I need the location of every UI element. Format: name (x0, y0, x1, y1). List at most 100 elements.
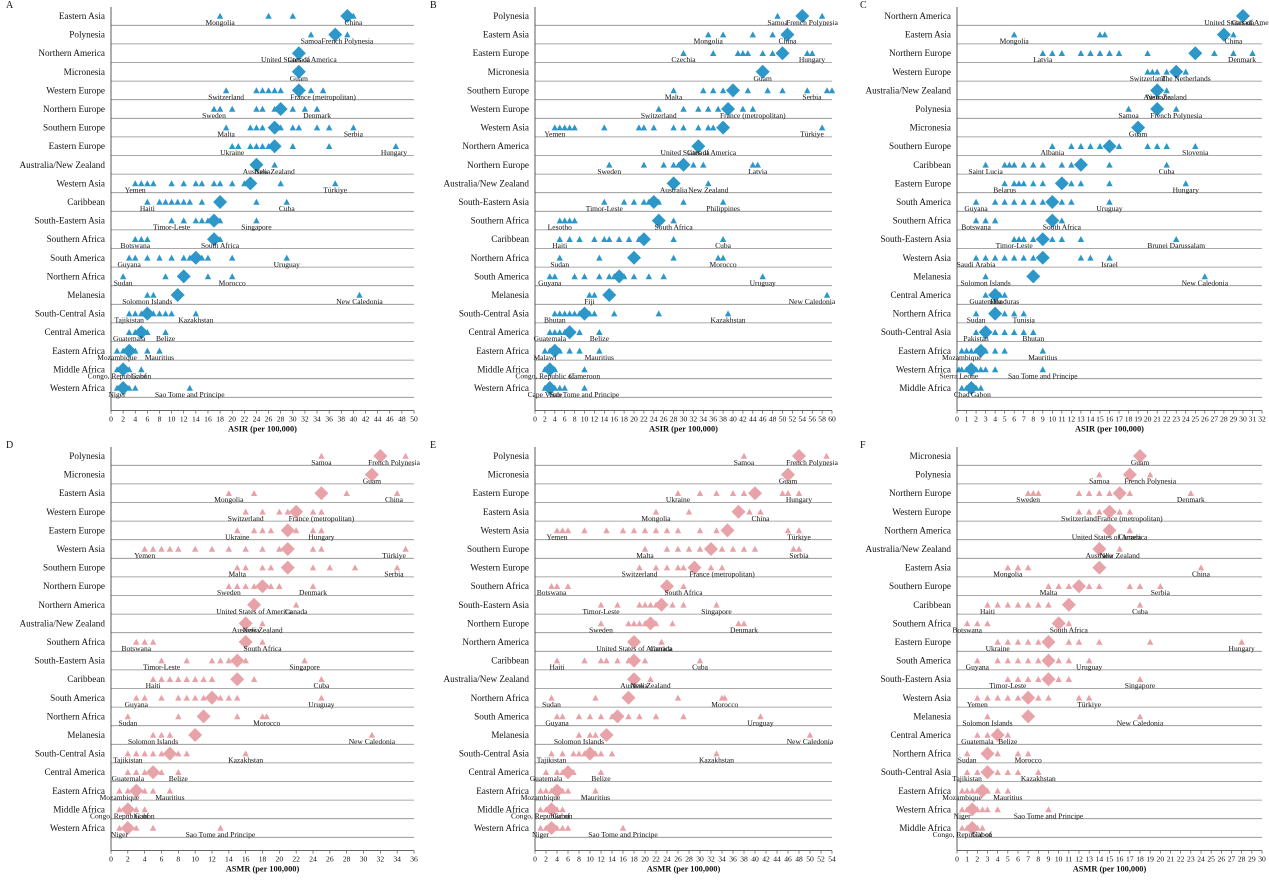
country-point (210, 180, 218, 187)
country-label-max: Belize (591, 774, 611, 783)
country-point (1020, 198, 1027, 205)
country-point (640, 161, 648, 168)
country-point (561, 124, 568, 131)
country-point (734, 50, 742, 56)
country-point (984, 806, 991, 813)
x-tick-label: 48 (769, 415, 777, 424)
country-point (1077, 180, 1085, 187)
country-point (571, 310, 578, 317)
country-label-max: Sao Tome and Principe (155, 390, 225, 399)
country-point (769, 50, 776, 56)
country-point (559, 750, 566, 757)
country-label-max: Belize (590, 334, 610, 343)
country-label-min: Australia (1086, 551, 1114, 560)
x-tick-label: 0 (109, 855, 113, 864)
country-label-min: Haiti (146, 681, 161, 690)
region-mean-diamond (1041, 653, 1056, 668)
country-point (991, 254, 999, 261)
country-point (292, 527, 300, 534)
country-label-min: Chad (954, 390, 970, 399)
country-label-min: Sudan (118, 718, 137, 727)
country-point (1039, 347, 1046, 354)
country-label-min: Guyana (545, 718, 569, 727)
country-point (690, 161, 697, 168)
country-point (636, 601, 643, 608)
region-mean-diamond (660, 579, 674, 594)
country-point (250, 583, 258, 589)
x-tick-label: 52 (789, 415, 797, 424)
country-label-max: Hungary (308, 532, 334, 541)
country-point (1010, 31, 1018, 38)
x-tick-label: 14 (601, 415, 609, 424)
region-mean-diamond (364, 467, 379, 482)
country-point (309, 583, 317, 589)
region-mean-diamond (1035, 232, 1050, 247)
country-label-max: Sao Tome and Principe (186, 830, 256, 839)
x-tick-label: 6 (1012, 415, 1016, 424)
country-point (994, 657, 1001, 664)
x-tick-label: 22 (1177, 855, 1185, 864)
country-point (1125, 105, 1132, 112)
country-point (556, 254, 563, 261)
region-mean-diamond (1216, 27, 1231, 42)
region-mean-diamond (1188, 46, 1203, 61)
country-label-max: Philippines (706, 204, 740, 213)
country-point (1068, 180, 1075, 187)
region-label: Eastern Asia (59, 11, 105, 21)
country-point (680, 564, 687, 571)
x-tick-label: 19 (1146, 855, 1154, 864)
country-point (149, 676, 157, 682)
x-tick-label: 32 (377, 855, 385, 864)
country-point (601, 198, 608, 205)
country-point (984, 713, 991, 720)
country-point (116, 824, 123, 831)
country-label-min: Sweden (217, 588, 241, 597)
country-label-max: Cuba (279, 204, 296, 213)
country-label-min: Sudan (114, 278, 133, 287)
region-mean-diamond (1026, 269, 1041, 284)
country-label-min: Guam (1131, 458, 1149, 467)
region-label: Australia/New Zealand (866, 85, 952, 95)
country-point (133, 769, 140, 775)
country-point (968, 347, 975, 354)
region-label: Western Asia (56, 544, 105, 554)
country-point (721, 694, 728, 701)
country-point (596, 347, 603, 354)
country-point (132, 254, 139, 261)
country-label-max: Singapore (241, 223, 272, 232)
country-point (210, 105, 218, 112)
country-label-min: Australia (660, 185, 688, 194)
country-label-max: Türkiye (382, 551, 406, 560)
country-point (680, 198, 687, 205)
country-point (133, 750, 140, 757)
x-tick-label: 30 (289, 415, 297, 424)
country-label-min: Australia (243, 167, 271, 176)
country-point (242, 657, 249, 664)
country-point (158, 545, 165, 552)
country-point (994, 638, 1001, 645)
x-tick-label: 16 (1106, 415, 1114, 424)
country-label-max: China (1192, 570, 1211, 579)
region-label: Western Asia (56, 178, 105, 188)
country-point (619, 527, 627, 534)
country-point (1146, 638, 1154, 645)
country-point (175, 676, 182, 682)
country-point (271, 87, 278, 94)
country-point (1065, 676, 1073, 682)
country-point (1115, 143, 1123, 149)
country-point (1136, 601, 1144, 608)
country-label-min: Switzerland (1130, 74, 1166, 83)
region-mean-diamond (134, 325, 149, 340)
region-mean-diamond (1061, 597, 1076, 612)
country-label-min: Guyana (125, 700, 149, 709)
region-label: Eastern Europe (473, 488, 529, 498)
country-point (1068, 143, 1075, 149)
country-label-min: Guyana (538, 278, 562, 287)
region-label: South-Eastern Asia (458, 197, 529, 207)
region-label: Northern America (38, 48, 105, 58)
region-label: Middle Africa (899, 383, 951, 393)
x-tick-label: 18 (1136, 855, 1144, 864)
country-point (982, 217, 989, 224)
x-tick-label: 42 (762, 855, 770, 864)
country-label-max: Morocco (710, 260, 737, 269)
